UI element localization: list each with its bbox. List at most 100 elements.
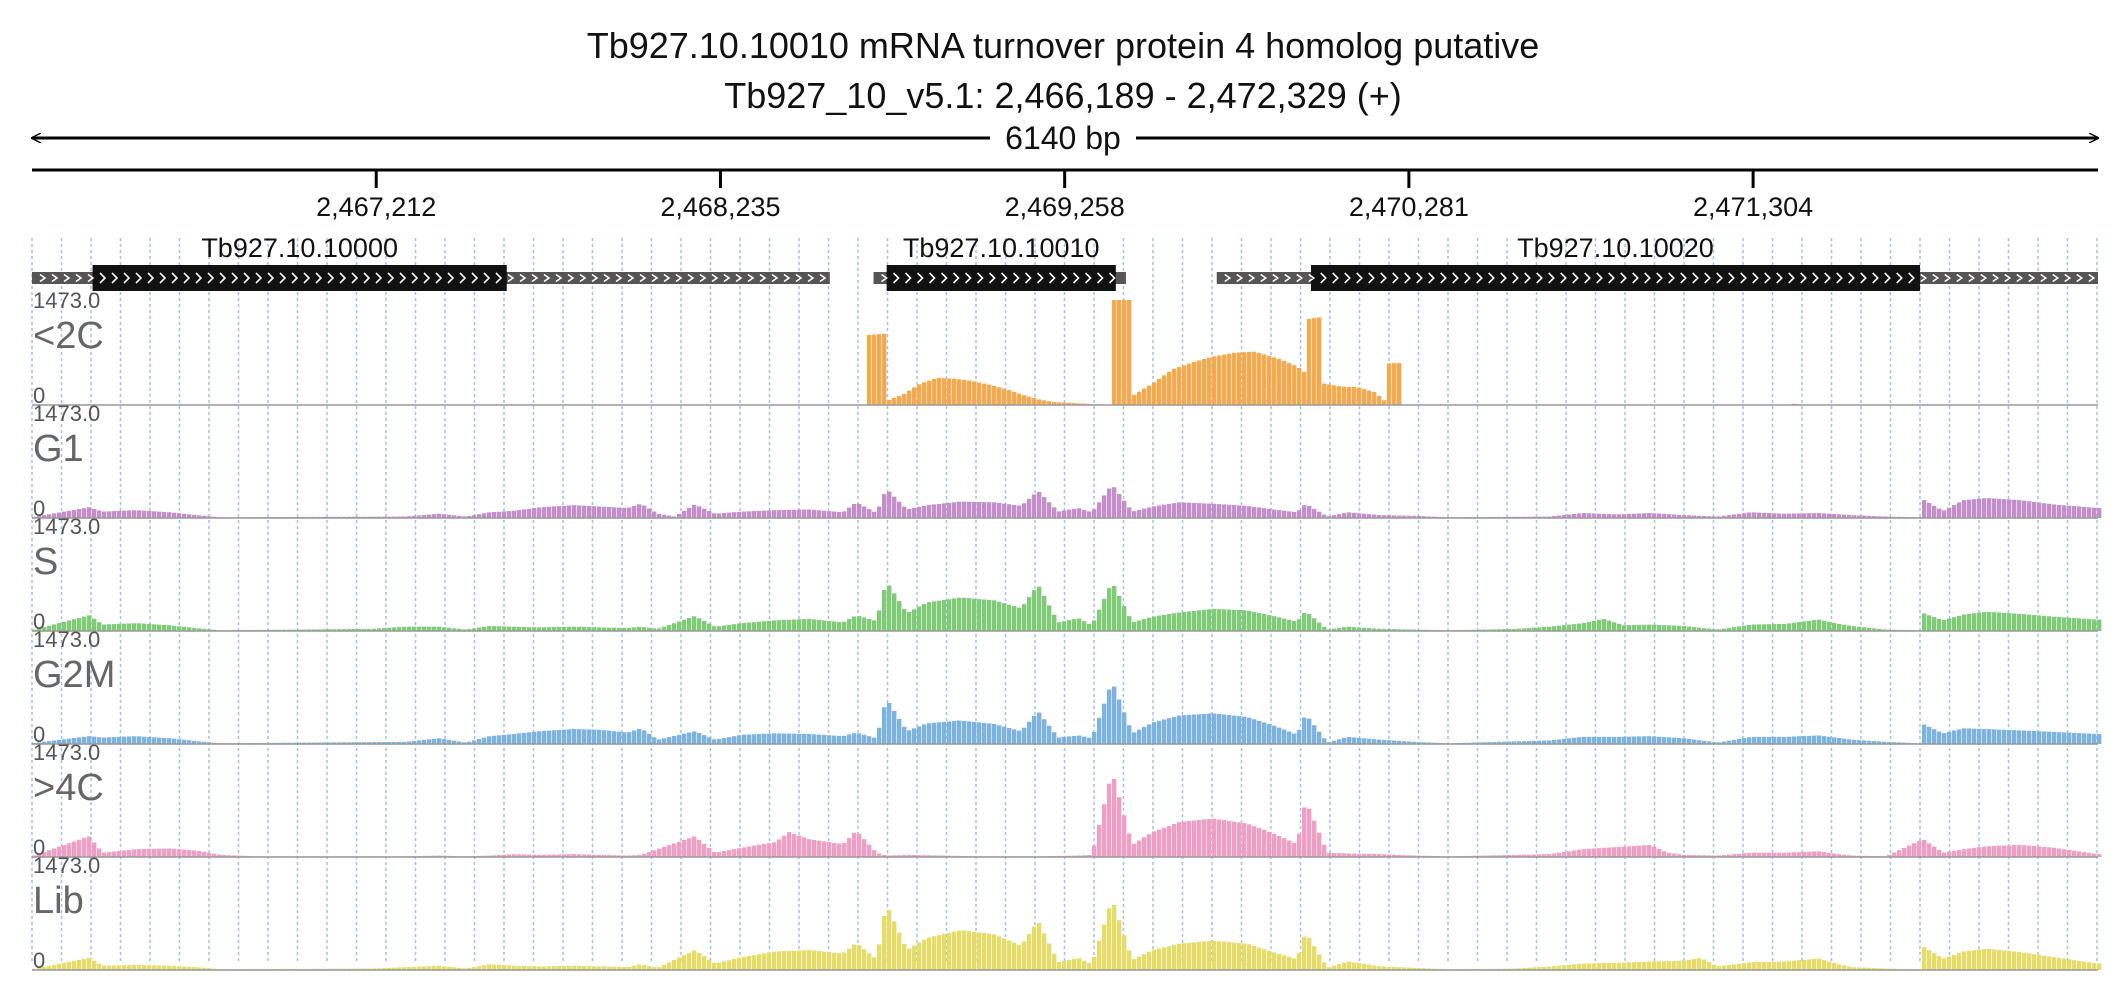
coverage-bar bbox=[1377, 739, 1382, 744]
coverage-bar bbox=[817, 951, 822, 970]
coverage-bar bbox=[1602, 513, 1607, 518]
coverage-bar bbox=[777, 510, 782, 518]
coverage-bar bbox=[877, 853, 882, 857]
coverage-bar bbox=[1402, 855, 1407, 857]
coverage-bar bbox=[137, 510, 142, 518]
coverage-bar bbox=[2002, 499, 2007, 518]
coverage-bar bbox=[1942, 958, 1947, 970]
coverage-bar bbox=[557, 854, 562, 857]
coverage-bar bbox=[1112, 904, 1117, 970]
coverage-bar bbox=[1147, 617, 1152, 631]
coverage-bar bbox=[1362, 853, 1367, 857]
coverage-bar bbox=[2062, 617, 2067, 631]
coverage-bar bbox=[1242, 352, 1247, 405]
coverage-bar bbox=[497, 626, 502, 631]
coverage-bar bbox=[1017, 393, 1022, 405]
coverage-bar bbox=[767, 952, 772, 970]
coverage-bar bbox=[1622, 514, 1627, 518]
coverage-bar bbox=[1387, 966, 1392, 970]
coverage-bar bbox=[82, 958, 87, 970]
coverage-bar bbox=[1232, 505, 1237, 518]
coverage-bar bbox=[1842, 738, 1847, 744]
coverage-bar bbox=[197, 741, 202, 744]
coverage-bar bbox=[917, 384, 922, 405]
coverage-bar bbox=[1617, 846, 1622, 857]
coverage-bar bbox=[937, 503, 942, 518]
gene-label: Tb927.10.10010 bbox=[903, 233, 1100, 263]
coverage-bar bbox=[1952, 954, 1957, 970]
coverage-bar bbox=[392, 741, 397, 744]
coverage-bar bbox=[72, 960, 77, 970]
coverage-bar bbox=[942, 378, 947, 405]
coverage-bar bbox=[397, 967, 402, 970]
coverage-bar bbox=[1172, 716, 1177, 744]
coverage-bar bbox=[1972, 613, 1977, 631]
coverage-bar bbox=[1302, 505, 1307, 518]
coverage-bar bbox=[1362, 963, 1367, 970]
coverage-bar bbox=[687, 732, 692, 744]
coverage-bar bbox=[1642, 845, 1647, 857]
coverage-bar bbox=[742, 622, 747, 631]
coverage-bar bbox=[312, 629, 317, 631]
coverage-bar bbox=[472, 967, 477, 970]
coverage-bar bbox=[1877, 516, 1882, 518]
track-zero-label: 0 bbox=[33, 948, 45, 973]
coverage-bar bbox=[1537, 740, 1542, 744]
coverage-bar bbox=[677, 841, 682, 857]
coverage-bar bbox=[727, 512, 732, 518]
coverage-bar bbox=[152, 848, 157, 857]
coverage-bar bbox=[982, 933, 987, 970]
coverage-bar bbox=[2032, 954, 2037, 970]
coverage-bar bbox=[1797, 622, 1802, 631]
coverage-bar bbox=[57, 963, 62, 970]
coverage-bar bbox=[1502, 629, 1507, 631]
coverage-bar bbox=[1222, 820, 1227, 857]
coverage-bar bbox=[647, 966, 652, 970]
coverage-bar bbox=[137, 623, 142, 631]
coverage-bar bbox=[177, 849, 182, 857]
coverage-bar bbox=[2017, 730, 2022, 744]
coverage-bar bbox=[1387, 363, 1392, 405]
coverage-bar bbox=[142, 510, 147, 518]
coverage-bar bbox=[662, 514, 667, 518]
coverage-bar bbox=[172, 625, 177, 631]
coverage-bar bbox=[717, 513, 722, 518]
coverage-bar bbox=[2082, 852, 2087, 857]
coverage-bar bbox=[192, 740, 197, 744]
coverage-bar bbox=[147, 736, 152, 744]
coverage-bar bbox=[452, 740, 457, 744]
coverage-bar bbox=[1187, 611, 1192, 631]
coverage-bar bbox=[1747, 737, 1752, 744]
coverage-bar bbox=[812, 734, 817, 744]
coverage-bar bbox=[1267, 724, 1272, 744]
coverage-bar bbox=[637, 504, 642, 518]
coverage-bar bbox=[1792, 960, 1797, 970]
coverage-bar bbox=[1822, 852, 1827, 857]
coverage-bar bbox=[1787, 852, 1792, 857]
coverage-bar bbox=[602, 966, 607, 970]
coverage-bar bbox=[1292, 621, 1297, 631]
coverage-bar bbox=[892, 710, 897, 744]
coverage-bar bbox=[482, 513, 487, 518]
coverage-bar bbox=[1642, 736, 1647, 744]
coverage-bar bbox=[1977, 498, 1982, 518]
coverage-bar bbox=[942, 599, 947, 631]
coverage-bar bbox=[62, 739, 67, 744]
coverage-bar bbox=[202, 967, 207, 970]
coverage-bar bbox=[1147, 385, 1152, 405]
coverage-bar bbox=[1542, 740, 1547, 744]
coverage-bar bbox=[897, 718, 902, 744]
coverage-bar bbox=[1862, 967, 1867, 970]
coverage-bar bbox=[1132, 959, 1137, 970]
coverage-bar bbox=[442, 627, 447, 631]
coverage-bar bbox=[637, 964, 642, 970]
coverage-bar bbox=[1992, 949, 1997, 970]
coverage-bar bbox=[1167, 614, 1172, 631]
coverage-bar bbox=[352, 742, 357, 744]
coverage-bar bbox=[1117, 596, 1122, 631]
coverage-bar bbox=[1952, 850, 1957, 857]
coverage-bar bbox=[1362, 513, 1367, 518]
coverage-bar bbox=[1162, 719, 1167, 744]
coverage-bar bbox=[1022, 727, 1027, 744]
coverage-bar bbox=[617, 507, 622, 518]
